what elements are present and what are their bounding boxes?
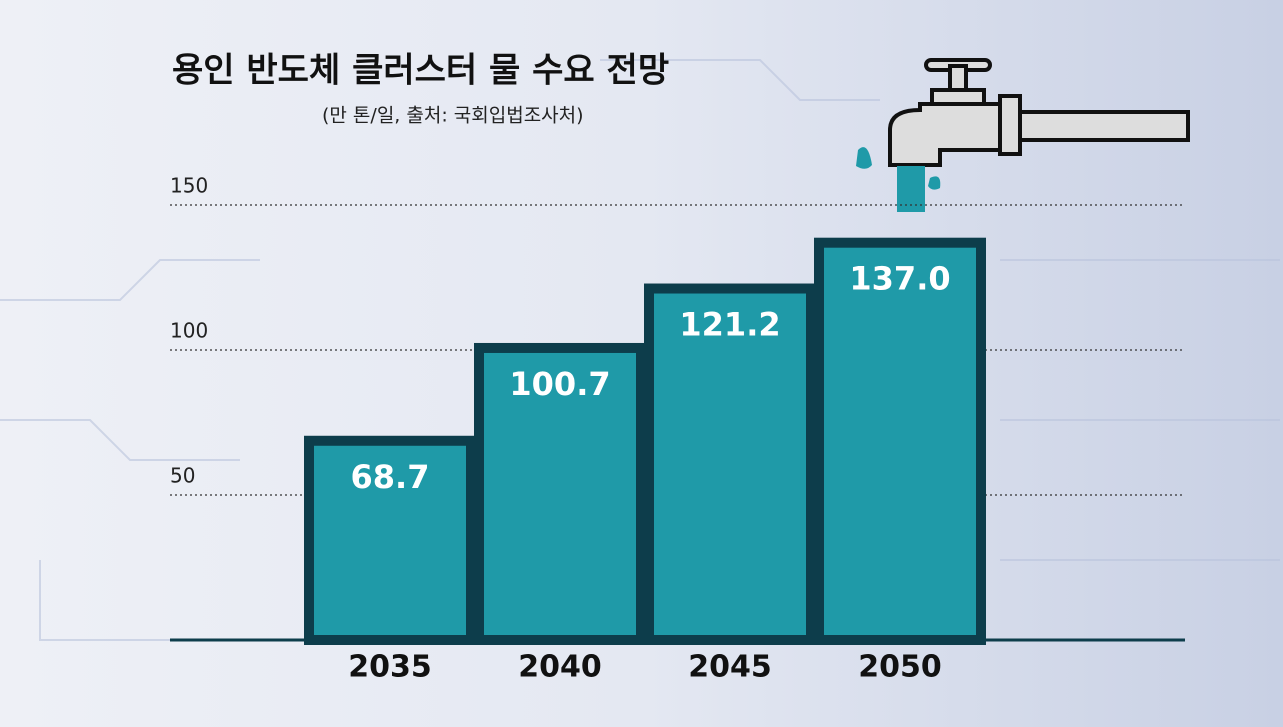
bar: [474, 342, 646, 645]
circuit-decoration: [0, 59, 1280, 641]
chart-subtitle: (만 톤/일, 출처: 국회입법조사처): [322, 105, 584, 127]
x-tick-label: 2045: [688, 650, 772, 685]
value-label: 137.0: [849, 260, 950, 298]
x-tick-label: 2035: [348, 650, 432, 685]
faucet-illustration: [856, 58, 1190, 212]
x-tick-label: 2040: [518, 650, 602, 685]
y-tick-label: 150: [170, 174, 208, 198]
value-label: 100.7: [509, 365, 610, 403]
y-tick-label: 50: [170, 464, 195, 488]
bar: [644, 283, 816, 645]
bar: [814, 237, 986, 645]
value-label: 68.7: [351, 458, 430, 496]
x-tick-label: 2050: [858, 650, 942, 685]
y-tick-label: 100: [170, 319, 208, 343]
chart-title: 용인 반도체 클러스터 물 수요 전망: [172, 51, 669, 91]
value-label: 121.2: [679, 306, 780, 344]
